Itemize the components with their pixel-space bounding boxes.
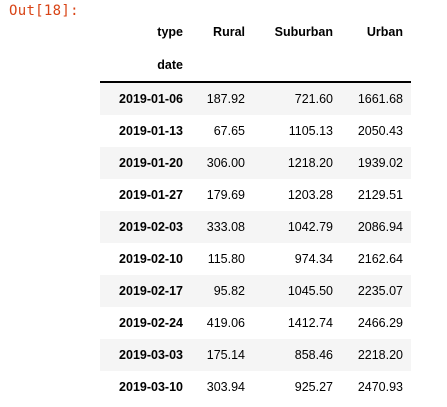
- table-header: type Rural Suburban Urban date: [100, 16, 411, 82]
- table-row: 2019-02-03 333.08 1042.79 2086.94: [100, 211, 411, 243]
- cell-suburban: 925.27: [294, 380, 333, 394]
- table-row: 2019-01-13 67.65 1105.13 2050.43: [100, 115, 411, 147]
- table-body: 2019-01-06 187.92 721.60 1661.68 2019-01-13 6…: [100, 82, 411, 403]
- row-index-date: 2019-02-03: [119, 220, 183, 234]
- row-index-date: 2019-01-13: [119, 124, 183, 138]
- cell-rural: 67.65: [213, 124, 245, 138]
- cell-urban: 2470.93: [357, 380, 403, 394]
- row-index-date: 2019-02-17: [119, 284, 183, 298]
- cell-suburban: 1045.50: [287, 284, 333, 298]
- cell-suburban: 974.34: [294, 252, 333, 266]
- cell-urban: 2162.64: [357, 252, 403, 266]
- table-row: 2019-03-03 175.14 858.46 2218.20: [100, 339, 411, 371]
- cell-urban: 2235.07: [357, 284, 403, 298]
- cell-suburban: 1105.13: [288, 124, 333, 138]
- cell-rural: 95.82: [213, 284, 245, 298]
- cell-urban: 2466.29: [357, 316, 403, 330]
- column-header-row: type Rural Suburban Urban: [100, 16, 411, 48]
- cell-urban: 1661.68: [357, 92, 403, 106]
- table-row: 2019-03-10 303.94 925.27 2470.93: [100, 371, 411, 403]
- cell-suburban: 1042.79: [287, 220, 333, 234]
- cell-suburban: 858.46: [294, 348, 333, 362]
- row-index-date: 2019-01-20: [119, 156, 183, 170]
- index-name-label: date: [157, 57, 183, 72]
- row-index-date: 2019-02-10: [119, 252, 183, 266]
- cell-urban: 2050.43: [357, 124, 403, 138]
- output-prompt: Out[18]:: [9, 3, 79, 19]
- table-row: 2019-02-10 115.80 974.34 2162.64: [100, 243, 411, 275]
- table-row: 2019-01-27 179.69 1203.28 2129.51: [100, 179, 411, 211]
- cell-rural: 306.00: [206, 156, 245, 170]
- index-header-row: date: [100, 48, 411, 82]
- row-index-date: 2019-01-27: [119, 188, 183, 202]
- cell-urban: 1939.02: [357, 156, 403, 170]
- table-row: 2019-02-24 419.06 1412.74 2466.29: [100, 307, 411, 339]
- cell-rural: 115.80: [207, 252, 245, 266]
- row-index-date: 2019-03-03: [119, 348, 183, 362]
- table-row: 2019-02-17 95.82 1045.50 2235.07: [100, 275, 411, 307]
- row-index-date: 2019-01-06: [119, 92, 183, 106]
- cell-urban: 2129.51: [357, 188, 403, 202]
- table-row: 2019-01-20 306.00 1218.20 1939.02: [100, 147, 411, 179]
- cell-suburban: 1412.74: [287, 316, 333, 330]
- dataframe-table: type Rural Suburban Urban date 2019-01-0…: [100, 16, 411, 403]
- cell-rural: 175.14: [206, 348, 245, 362]
- cell-rural: 303.94: [206, 380, 245, 394]
- cell-rural: 419.06: [206, 316, 245, 330]
- cell-urban: 2218.20: [357, 348, 403, 362]
- column-header-suburban: Suburban: [274, 25, 333, 39]
- row-index-date: 2019-02-24: [119, 316, 183, 330]
- table-row: 2019-01-06 187.92 721.60 1661.68: [100, 82, 411, 115]
- empty-header-cell: [253, 48, 341, 82]
- empty-header-cell: [341, 48, 411, 82]
- cell-urban: 2086.94: [357, 220, 403, 234]
- cell-rural: 333.08: [206, 220, 245, 234]
- cell-rural: 187.92: [206, 92, 245, 106]
- row-index-date: 2019-03-10: [119, 380, 183, 394]
- cell-suburban: 1203.28: [287, 188, 333, 202]
- cell-suburban: 1218.20: [287, 156, 333, 170]
- column-header-urban: Urban: [366, 25, 403, 39]
- columns-name-label: type: [157, 25, 183, 39]
- empty-header-cell: [191, 48, 253, 82]
- column-header-rural: Rural: [213, 25, 245, 39]
- cell-suburban: 721.60: [294, 92, 333, 106]
- cell-rural: 179.69: [206, 188, 245, 202]
